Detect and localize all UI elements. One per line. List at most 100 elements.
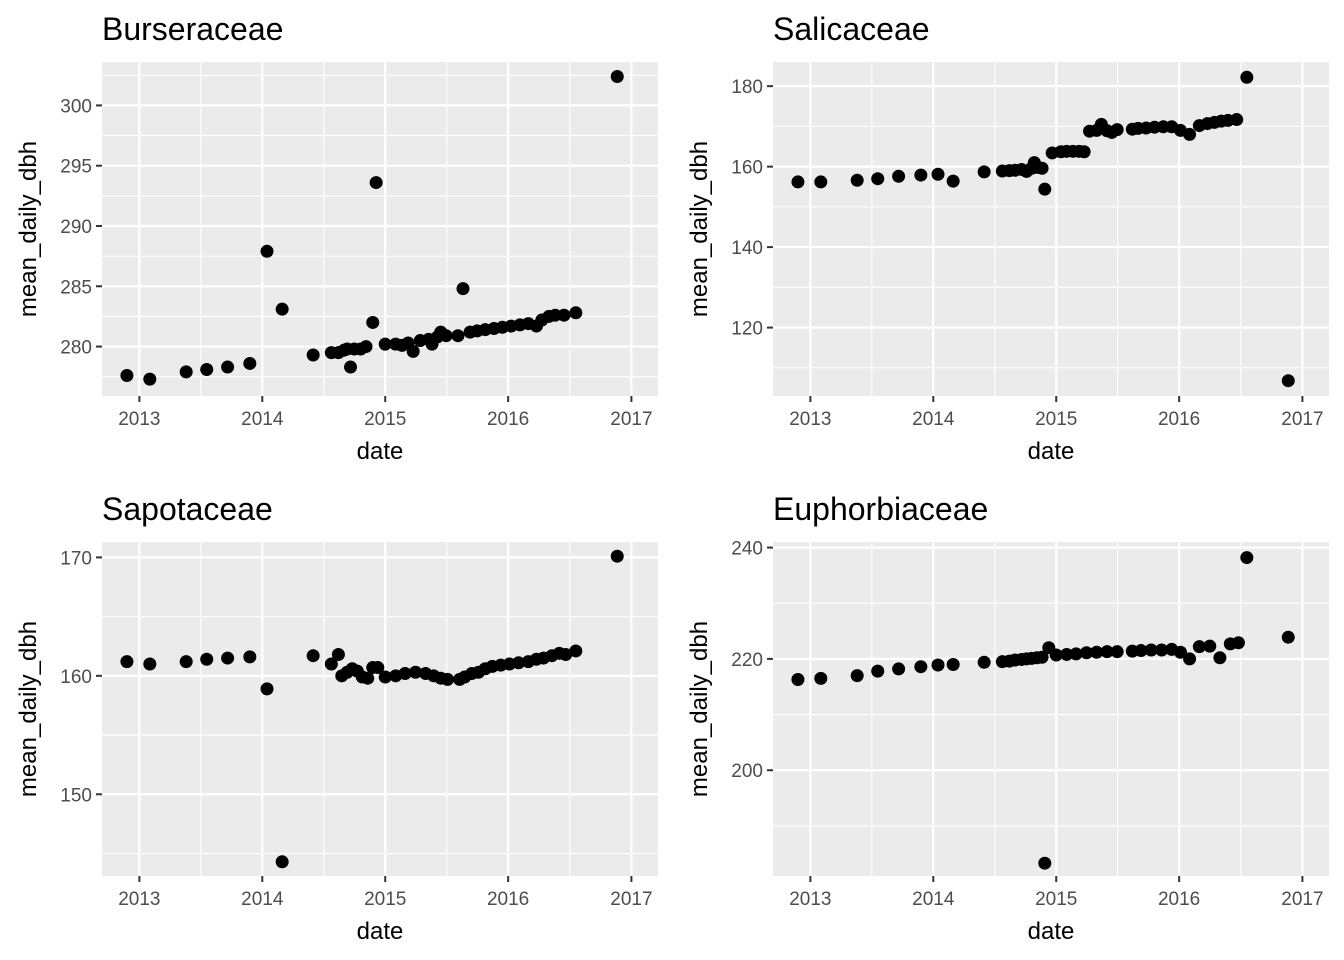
data-point	[439, 329, 453, 343]
data-point	[179, 365, 193, 379]
data-point	[366, 315, 380, 329]
x-axis-title: date	[357, 438, 404, 465]
data-point	[1134, 644, 1148, 658]
x-axis-title: date	[357, 918, 404, 945]
data-point	[931, 167, 945, 181]
data-point	[324, 657, 338, 671]
data-point	[1281, 630, 1295, 644]
data-point	[914, 168, 928, 182]
data-point	[791, 175, 805, 189]
data-point	[892, 169, 906, 183]
data-point	[260, 682, 274, 696]
data-point	[200, 362, 214, 376]
y-tick-label: 150	[60, 785, 92, 806]
panel-title: Salicaceae	[773, 11, 930, 47]
data-point	[409, 665, 423, 679]
data-point	[814, 671, 828, 685]
x-tick-label: 2017	[610, 889, 652, 910]
data-point	[120, 655, 134, 669]
y-tick-label: 140	[731, 238, 763, 259]
data-point	[1192, 640, 1206, 654]
data-point	[1110, 645, 1124, 659]
y-tick-label: 220	[731, 650, 763, 671]
data-point	[557, 308, 571, 322]
data-point	[892, 662, 906, 676]
data-point	[1038, 856, 1052, 870]
x-tick-label: 2014	[241, 409, 284, 430]
data-point	[850, 669, 864, 683]
y-tick-label: 290	[60, 217, 92, 238]
x-tick-label: 2016	[1158, 409, 1200, 430]
data-point	[871, 664, 885, 678]
panel-background	[773, 542, 1329, 876]
data-point	[977, 655, 991, 669]
data-point	[306, 348, 320, 362]
data-point	[914, 660, 928, 674]
y-tick-label: 180	[731, 77, 763, 98]
x-tick-label: 2016	[1158, 889, 1200, 910]
y-axis-title: mean_daily_dbh	[15, 621, 42, 797]
data-point	[456, 282, 470, 296]
x-tick-label: 2014	[241, 889, 284, 910]
x-tick-label: 2017	[1281, 889, 1323, 910]
panel-title: Euphorbiaceae	[773, 491, 988, 527]
data-point	[1060, 647, 1074, 661]
data-point	[850, 173, 864, 187]
x-tick-label: 2013	[789, 409, 831, 430]
data-point	[451, 329, 465, 343]
x-tick-label: 2013	[789, 889, 831, 910]
data-point	[791, 672, 805, 686]
data-point	[1080, 646, 1094, 660]
data-point	[1240, 70, 1254, 84]
x-tick-label: 2013	[118, 889, 160, 910]
data-point	[1155, 643, 1169, 657]
x-axis-title: date	[1028, 438, 1075, 465]
data-point	[1038, 182, 1052, 196]
y-tick-label: 160	[60, 667, 92, 688]
data-point	[1281, 374, 1295, 388]
y-tick-label: 285	[60, 277, 92, 298]
data-point	[1100, 645, 1114, 659]
data-point	[1077, 145, 1091, 159]
y-tick-label: 160	[731, 158, 763, 179]
x-tick-label: 2015	[364, 409, 406, 430]
data-point	[559, 648, 573, 662]
data-point	[243, 356, 257, 370]
data-point	[378, 337, 392, 351]
data-point	[179, 655, 193, 669]
y-tick-label: 295	[60, 157, 92, 178]
data-point	[569, 306, 583, 320]
data-point	[243, 650, 257, 664]
data-point	[398, 666, 412, 680]
data-point	[1213, 651, 1227, 665]
x-tick-label: 2016	[487, 889, 529, 910]
data-point	[946, 174, 960, 188]
data-point	[1230, 113, 1244, 127]
panel-0: 2013 2014 2015 2016 2017 280 285 290 295 300 Burse…	[15, 11, 658, 465]
data-point	[512, 656, 526, 670]
data-point	[359, 340, 373, 354]
data-point	[1173, 645, 1187, 659]
x-tick-label: 2017	[1281, 409, 1323, 430]
x-tick-label: 2014	[912, 889, 955, 910]
data-point	[221, 651, 235, 665]
x-tick-label: 2015	[1035, 409, 1077, 430]
panel-title: Burseraceae	[102, 11, 283, 47]
y-tick-label: 240	[731, 539, 763, 560]
y-axis-title: mean_daily_dbh	[15, 141, 42, 317]
x-tick-label: 2014	[912, 409, 955, 430]
data-point	[200, 652, 214, 666]
data-point	[369, 176, 383, 190]
data-point	[406, 344, 420, 358]
data-point	[143, 657, 157, 671]
x-tick-label: 2015	[1035, 889, 1077, 910]
y-axis-title: mean_daily_dbh	[686, 141, 713, 317]
x-tick-label: 2015	[364, 889, 406, 910]
data-point	[1049, 648, 1063, 662]
data-point	[275, 855, 289, 869]
data-point	[1110, 123, 1124, 137]
x-axis-title: date	[1028, 918, 1075, 945]
data-point	[1183, 127, 1197, 141]
data-point	[977, 165, 991, 179]
